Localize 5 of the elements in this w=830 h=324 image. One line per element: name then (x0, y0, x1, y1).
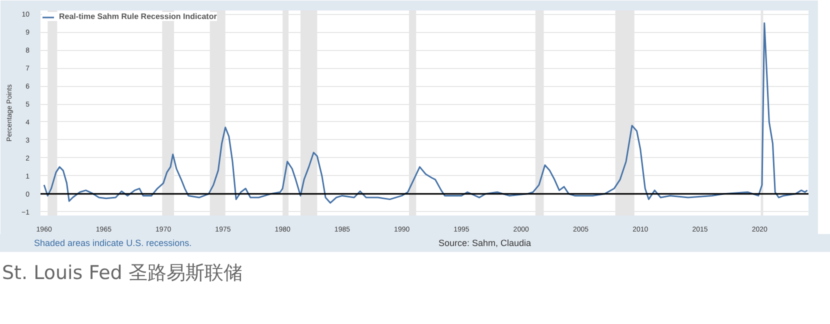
text: St. Louis Fed 圣路易斯联储 (1, 261, 242, 286)
text: Shaded areas indicate U.S. recessions. (34, 237, 192, 250)
legend-label: Real-time Sahm Rule Recession Indicator (59, 12, 217, 21)
source-note: Source: Sahm, Claudia (438, 237, 532, 250)
line-series (43, 22, 808, 204)
